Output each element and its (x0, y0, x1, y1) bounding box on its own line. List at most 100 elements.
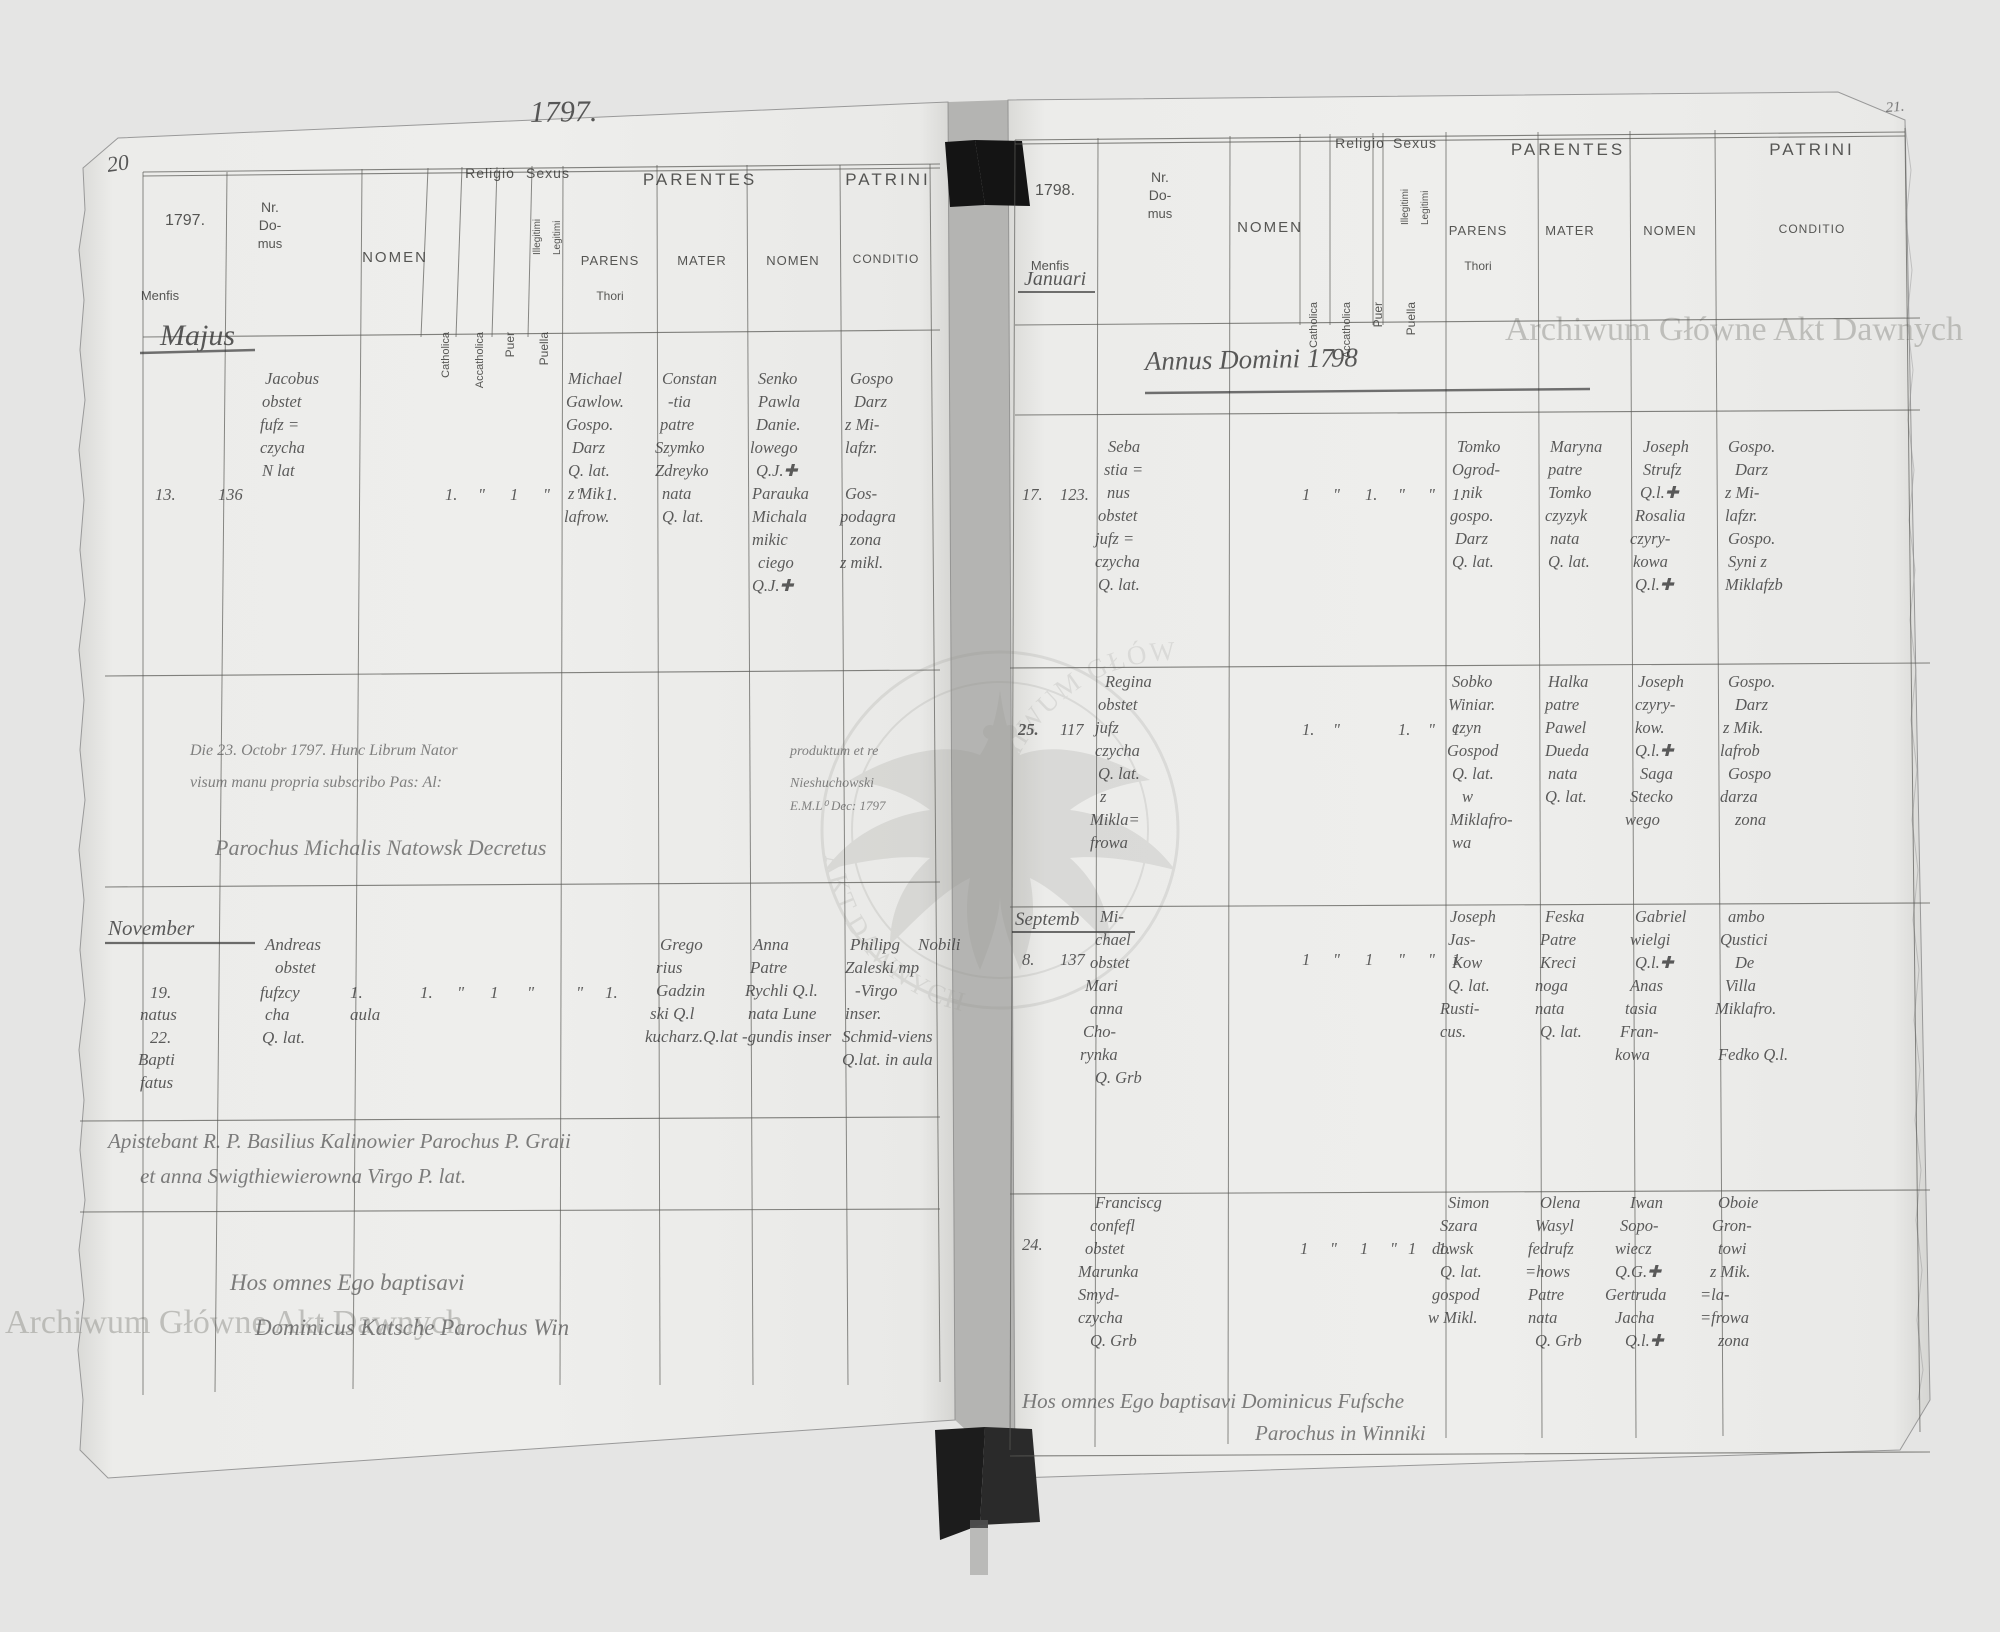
svg-text:De: De (1734, 953, 1754, 972)
svg-text:Zdreyko: Zdreyko (655, 461, 708, 480)
svg-text:wego: wego (1625, 810, 1660, 829)
svg-text:Q.l.✚: Q.l.✚ (1635, 741, 1675, 760)
svg-text:patre: patre (1547, 460, 1582, 479)
svg-text:Puella: Puella (1404, 302, 1418, 336)
svg-text:Die 23. Octobr 1797. Hunc Libr: Die 23. Octobr 1797. Hunc Librum Nator (189, 742, 458, 759)
svg-text:Michael: Michael (567, 369, 622, 388)
svg-text:NOMEN: NOMEN (1237, 219, 1303, 236)
svg-text:Fran-: Fran- (1619, 1022, 1659, 1041)
svg-text:Q. Grb: Q. Grb (1535, 1331, 1582, 1350)
svg-text:Marunka: Marunka (1077, 1262, 1139, 1281)
svg-text:Q. lat.: Q. lat. (262, 1028, 305, 1047)
svg-text:Q. lat.: Q. lat. (568, 461, 610, 480)
svg-text:wiecz: wiecz (1615, 1239, 1652, 1258)
svg-text:Maryna: Maryna (1549, 437, 1602, 456)
svg-text:z: z (1099, 787, 1107, 806)
svg-text:obstet: obstet (262, 392, 302, 411)
svg-text:jufz =: jufz = (1093, 529, 1134, 548)
svg-text:z mikl.: z mikl. (839, 553, 883, 572)
svg-text:wielgi: wielgi (1630, 930, 1671, 949)
svg-text:aula: aula (350, 1005, 380, 1024)
svg-text:Gadzin: Gadzin (656, 981, 705, 1000)
svg-text:visum manu propria subscribo P: visum manu propria subscribo Pas: Al: (190, 774, 442, 791)
svg-text:Darz: Darz (1734, 695, 1769, 714)
svg-text:et anna Swigthiewierowna Virgo: et anna Swigthiewierowna Virgo P. lat. (140, 1164, 466, 1188)
svg-text:Jacobus: Jacobus (265, 369, 319, 388)
svg-text:Darz: Darz (853, 392, 888, 411)
svg-text:lafrob: lafrob (1720, 741, 1760, 760)
svg-text:Syni z: Syni z (1728, 552, 1768, 571)
svg-text:dowsk: dowsk (1432, 1239, 1474, 1258)
svg-text:Patre: Patre (749, 958, 788, 977)
svg-text:Kreci: Kreci (1539, 953, 1576, 972)
svg-text:22.: 22. (150, 1028, 171, 1047)
svg-text:kucharz.Q.lat: kucharz.Q.lat (645, 1027, 739, 1046)
svg-text:patre: patre (1544, 695, 1579, 714)
svg-text:Thori: Thori (1464, 259, 1491, 273)
svg-text:NOMEN: NOMEN (362, 249, 428, 266)
svg-text:1.: 1. (1365, 485, 1377, 504)
svg-text:Q. Grb: Q. Grb (1095, 1068, 1142, 1087)
svg-text:Danie.: Danie. (755, 415, 800, 434)
svg-text:Wasyl: Wasyl (1535, 1216, 1574, 1235)
svg-text:Franciscg: Franciscg (1094, 1193, 1162, 1212)
svg-text:Grego: Grego (660, 935, 703, 954)
svg-text:Rosalia: Rosalia (1634, 506, 1685, 525)
svg-text:": " (1428, 485, 1435, 504)
svg-text:fedrufz: fedrufz (1528, 1239, 1574, 1258)
svg-text:Gospod: Gospod (1447, 741, 1499, 760)
svg-text:czyn: czyn (1452, 718, 1481, 737)
svg-text:tasia: tasia (1625, 999, 1657, 1018)
svg-text:Pawel: Pawel (1544, 718, 1587, 737)
svg-text:Regina: Regina (1104, 672, 1152, 691)
svg-text:Philipg: Philipg (849, 935, 900, 954)
svg-text:CONDITIO: CONDITIO (853, 252, 920, 266)
svg-text:Sopo-: Sopo- (1620, 1216, 1659, 1235)
svg-text:1: 1 (1300, 1239, 1308, 1258)
svg-text:Pawla: Pawla (757, 392, 800, 411)
svg-text:czyry-: czyry- (1630, 529, 1670, 548)
svg-text:1797.: 1797. (530, 95, 598, 129)
svg-text:Constan: Constan (662, 369, 717, 388)
svg-text:nata: nata (1550, 529, 1579, 548)
svg-text:Gospo: Gospo (1728, 764, 1771, 783)
svg-text:Puer: Puer (1371, 302, 1385, 327)
svg-text:1: 1 (490, 983, 499, 1002)
svg-text:z Mi-: z Mi- (1724, 483, 1759, 502)
svg-text:MATER: MATER (1545, 223, 1595, 238)
svg-text:1: 1 (1302, 950, 1310, 969)
svg-text:19.: 19. (150, 983, 171, 1002)
svg-text:PARENS: PARENS (581, 253, 640, 268)
svg-text:Jas-: Jas- (1448, 930, 1476, 949)
svg-text:zona: zona (849, 530, 881, 549)
svg-text:Do-: Do- (259, 217, 282, 233)
svg-text:ciego: ciego (758, 553, 794, 572)
svg-text:=frowa: =frowa (1700, 1308, 1749, 1327)
svg-text:Sexus: Sexus (526, 165, 570, 181)
svg-text:mikic: mikic (752, 530, 788, 549)
svg-text:-Virgo: -Virgo (855, 981, 898, 1000)
svg-text:1.: 1. (1398, 720, 1410, 739)
svg-text:": " (1333, 950, 1340, 969)
svg-text:Gospo: Gospo (850, 369, 893, 388)
svg-text:w Mikl.: w Mikl. (1428, 1308, 1478, 1327)
svg-text:Villa: Villa (1725, 976, 1756, 995)
svg-text:lafzr.: lafzr. (845, 438, 878, 457)
svg-text:Archiwum Główne Akt Dawnych: Archiwum Główne Akt Dawnych (1505, 311, 1963, 348)
svg-text:Darz: Darz (1734, 460, 1769, 479)
svg-text:17.: 17. (1022, 485, 1043, 504)
svg-text:w: w (1462, 787, 1473, 806)
svg-text:Q. lat.: Q. lat. (1540, 1022, 1582, 1041)
svg-text:z Mik.: z Mik. (1709, 1262, 1750, 1281)
svg-text:1.: 1. (420, 983, 433, 1002)
svg-text:Szara: Szara (1440, 1216, 1478, 1235)
svg-text:Q.l.✚: Q.l.✚ (1625, 1331, 1665, 1350)
svg-text:ski Q.l: ski Q.l (650, 1004, 695, 1023)
svg-text:": " (1398, 950, 1405, 969)
svg-text:": " (1428, 720, 1435, 739)
svg-text:Patre: Patre (1527, 1285, 1564, 1304)
svg-text:gospod: gospod (1432, 1285, 1480, 1304)
svg-text:obstet: obstet (1085, 1239, 1125, 1258)
svg-text:Q. lat.: Q. lat. (1440, 1262, 1482, 1281)
svg-text:cus.: cus. (1440, 1022, 1466, 1041)
